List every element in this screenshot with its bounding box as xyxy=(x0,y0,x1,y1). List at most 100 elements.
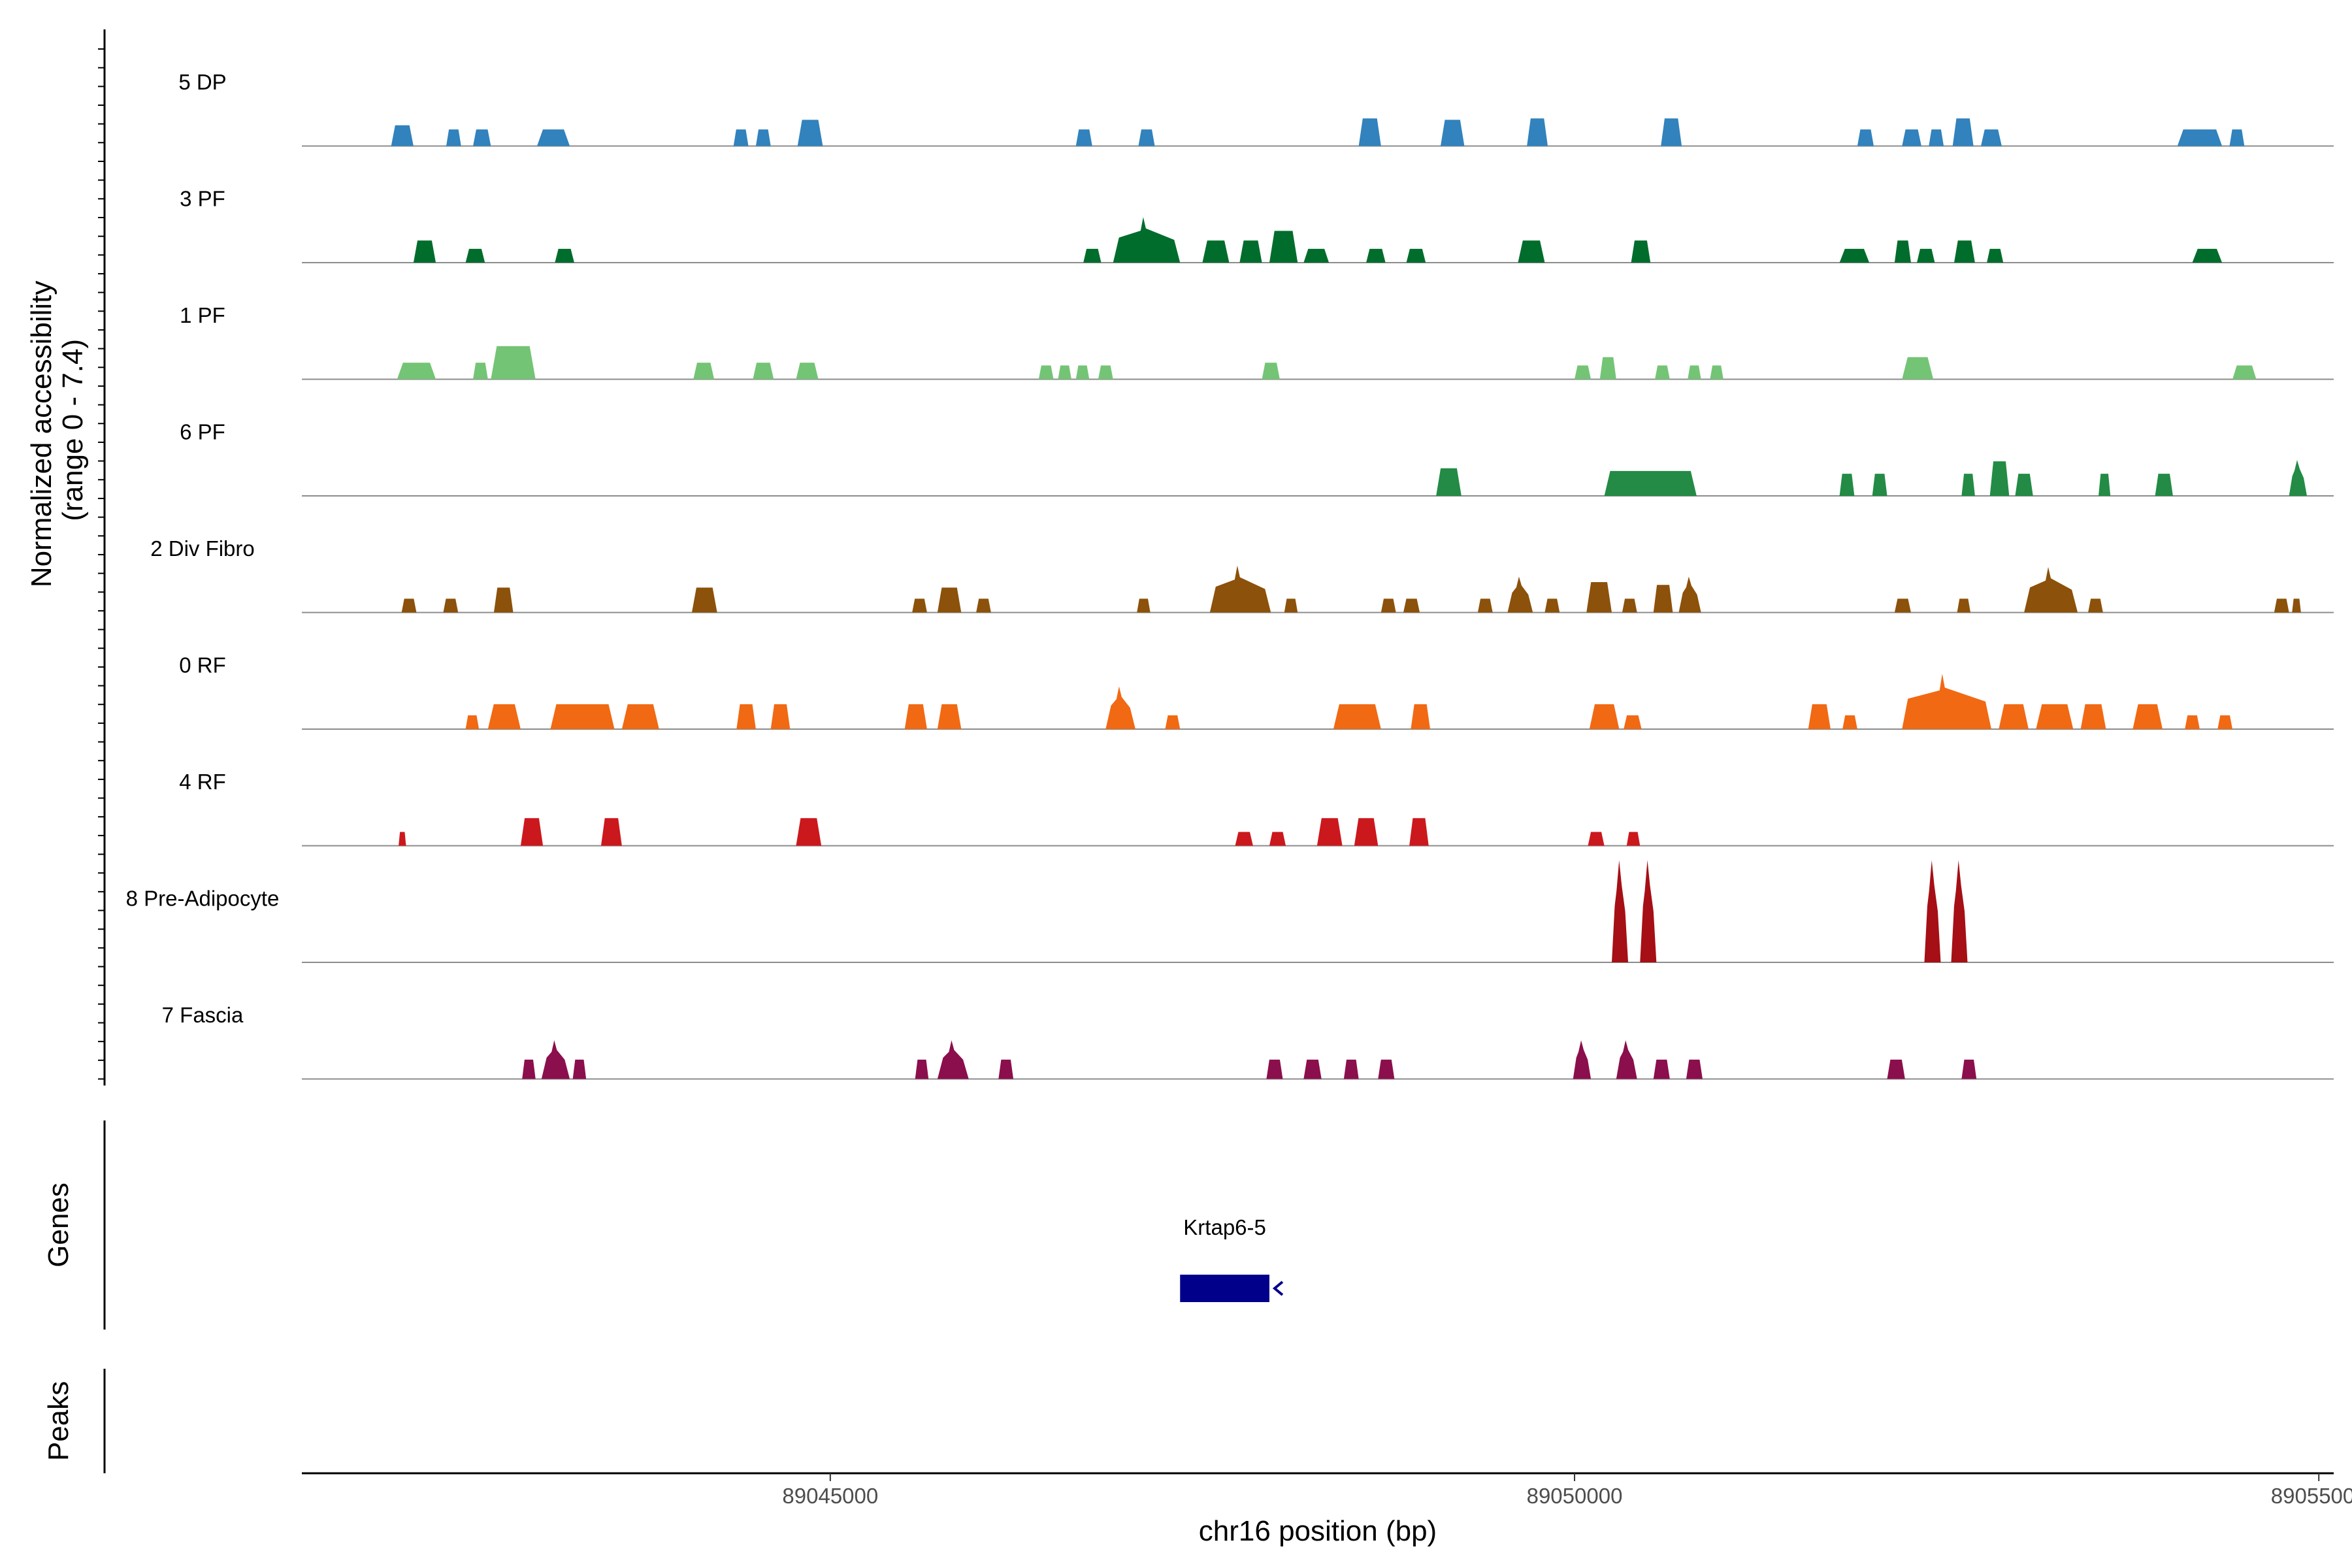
coverage-peak xyxy=(1105,686,1135,729)
coverage-peak xyxy=(465,248,485,263)
coverage-peak xyxy=(522,1059,536,1079)
coverage-peak xyxy=(1989,461,2010,496)
coverage-peak xyxy=(2274,598,2289,613)
coverage-peak xyxy=(600,818,622,846)
coverage-peak xyxy=(1518,240,1545,263)
coverage-peak xyxy=(915,1059,929,1079)
coverage-peak xyxy=(1894,598,1911,613)
coverage-peak xyxy=(413,240,436,263)
coverage-peak xyxy=(2080,704,2106,729)
coverage-peak xyxy=(520,818,544,846)
coverage-peak xyxy=(1961,1059,1977,1079)
track-4-rf: 4 RF xyxy=(179,770,2334,847)
coverage-peak xyxy=(1640,860,1657,962)
coverage-peak xyxy=(1924,860,1941,962)
track-label: 1 PF xyxy=(180,303,225,327)
genes-panel: Genes Krtap6-5 xyxy=(42,1120,1284,1330)
coverage-peak xyxy=(572,1059,587,1079)
coverage-peak xyxy=(1075,129,1092,146)
coverage-peak xyxy=(1653,1059,1670,1079)
coverage-peak xyxy=(1655,365,1670,380)
coverage-peak xyxy=(1098,365,1113,380)
coverage-peak xyxy=(1269,832,1286,846)
coverage-peak xyxy=(691,587,717,613)
coverage-peak xyxy=(1688,365,1701,380)
coverage-peak xyxy=(1113,217,1181,263)
coverage-peak xyxy=(1842,715,1857,729)
coverage-peak xyxy=(1981,129,2002,146)
coverage-peak xyxy=(1957,598,1971,613)
coverage-peak xyxy=(1038,365,1054,380)
coverage-peak xyxy=(2024,566,2078,613)
track-8-pre-adipocyte: 8 Pre-Adipocyte xyxy=(126,860,2334,963)
coverage-peak xyxy=(753,363,774,380)
coverage-peak xyxy=(1058,365,1071,380)
coverage-peak xyxy=(1575,365,1592,380)
peaks-panel: Peaks xyxy=(42,1369,106,1473)
coverage-peak xyxy=(1686,1059,1703,1079)
coverage-peak xyxy=(1839,248,1870,263)
coverage-peak xyxy=(770,704,791,729)
coverage-peak xyxy=(1411,704,1431,729)
coverage-peak xyxy=(2099,474,2111,496)
coverage-peak xyxy=(1872,474,1887,496)
coverage-peak xyxy=(2185,715,2200,729)
gene-krtap6-5: Krtap6-5 xyxy=(1180,1215,1284,1302)
coverage-peak xyxy=(1266,1059,1283,1079)
coverage-peak xyxy=(1857,129,1874,146)
coverage-peak xyxy=(536,129,570,146)
track-label: 6 PF xyxy=(180,420,225,444)
track-label: 5 DP xyxy=(178,70,226,94)
coverage-peak xyxy=(1235,832,1253,846)
coverage-peak xyxy=(399,832,406,846)
coverage-peak xyxy=(1262,363,1280,380)
coverage-peak xyxy=(1902,674,1991,729)
left-axis xyxy=(98,29,106,1086)
coverage-peak xyxy=(1358,118,1381,146)
coverage-peak xyxy=(1954,240,1975,263)
coverage-peak xyxy=(1987,248,2004,263)
coverage-peak xyxy=(1083,248,1102,263)
coverage-peak xyxy=(1599,357,1616,380)
coverage-peak xyxy=(1902,129,1921,146)
coverage-peak xyxy=(1075,365,1090,380)
coverage-peak xyxy=(937,704,962,729)
genes-panel-title: Genes xyxy=(42,1183,74,1267)
coverage-peak xyxy=(998,1059,1014,1079)
coverage-peak xyxy=(473,363,488,380)
coverage-peak xyxy=(1588,832,1605,846)
coverage-peak xyxy=(1616,1040,1637,1079)
coverage-peak xyxy=(2155,474,2173,496)
coverage-peak xyxy=(1589,704,1620,729)
track-label: 3 PF xyxy=(180,187,225,211)
coverage-peak xyxy=(736,704,756,729)
coverage-peak xyxy=(1661,118,1682,146)
track-0-rf: 0 RF xyxy=(179,653,2334,730)
coverage-peak xyxy=(401,598,417,613)
coverage-peak xyxy=(1137,598,1151,613)
coverage-peak xyxy=(733,129,749,146)
coverage-peak xyxy=(1209,565,1271,613)
coverage-peak xyxy=(937,1040,969,1079)
coverage-peak xyxy=(491,346,536,380)
coverage-peak xyxy=(2177,129,2223,146)
coverage-peak xyxy=(1354,818,1379,846)
track-5-dp: 5 DP xyxy=(178,70,2334,147)
coverage-peak xyxy=(2088,598,2103,613)
coverage-peak xyxy=(797,120,823,146)
coverage-peak xyxy=(1343,1059,1359,1079)
y-axis-title-line1: Normalized accessibility xyxy=(25,281,57,587)
coverage-peak xyxy=(1894,240,1911,263)
coverage-peak xyxy=(1573,1040,1592,1079)
coverage-peak xyxy=(1586,581,1612,613)
track-7-fascia: 7 Fascia xyxy=(162,1003,2334,1080)
x-tick-label: 89045000 xyxy=(782,1484,878,1508)
coverage-peak xyxy=(976,598,991,613)
coverage-peak xyxy=(1440,120,1465,146)
coverage-peak xyxy=(1626,832,1641,846)
coverage-peak xyxy=(912,598,927,613)
coverage-peak xyxy=(541,1040,570,1079)
coverage-peak xyxy=(1527,118,1548,146)
coverage-peak xyxy=(1269,231,1298,263)
track-label: 2 Div Fibro xyxy=(150,536,255,561)
